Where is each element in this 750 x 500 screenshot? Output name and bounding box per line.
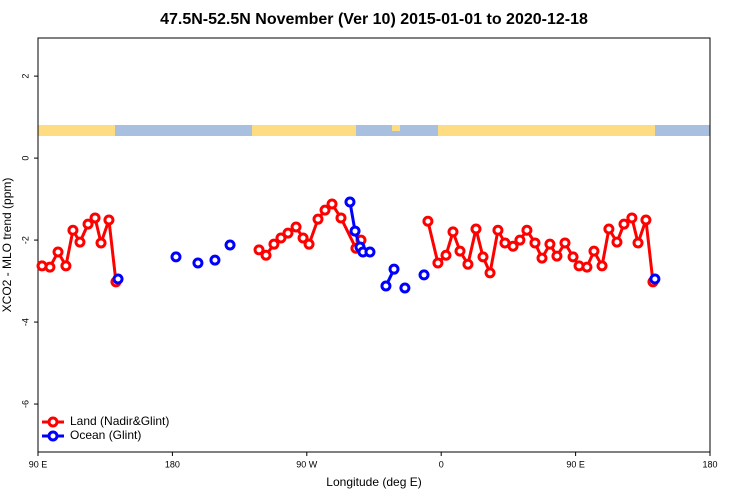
land-band bbox=[38, 125, 115, 136]
data-point bbox=[462, 258, 474, 270]
data-point bbox=[89, 212, 101, 224]
data-point bbox=[224, 239, 236, 251]
data-point bbox=[52, 246, 64, 258]
data-point bbox=[303, 238, 315, 250]
data-point bbox=[268, 238, 280, 250]
chart-title: 47.5N-52.5N November (Ver 10) 2015-01-01… bbox=[160, 11, 588, 28]
y-tick-label: 0 bbox=[20, 156, 30, 161]
data-point bbox=[253, 244, 265, 256]
x-tick-label: 180 bbox=[702, 459, 717, 469]
data-point bbox=[260, 249, 272, 261]
x-tick-label: 180 bbox=[165, 459, 180, 469]
data-point bbox=[447, 226, 459, 238]
legend-label: Ocean (Glint) bbox=[70, 428, 141, 442]
data-point bbox=[60, 260, 72, 272]
data-point bbox=[282, 227, 294, 239]
data-point bbox=[626, 212, 638, 224]
y-tick-label: -2 bbox=[20, 236, 30, 244]
data-point bbox=[74, 236, 86, 248]
data-point bbox=[364, 246, 376, 258]
data-point bbox=[603, 223, 615, 235]
data-point bbox=[544, 238, 556, 250]
data-point bbox=[536, 252, 548, 264]
data-point bbox=[581, 261, 593, 273]
data-point bbox=[319, 204, 331, 216]
plot-frame bbox=[37, 37, 711, 453]
legend-label: Land (Nadir&Glint) bbox=[70, 414, 169, 428]
data-point bbox=[529, 237, 541, 249]
legend-marker bbox=[47, 416, 59, 428]
ocean-band bbox=[115, 125, 252, 136]
data-point bbox=[484, 267, 496, 279]
y-axis-label: XCO2 - MLO trend (ppm) bbox=[0, 178, 14, 313]
data-point bbox=[492, 224, 504, 236]
data-point bbox=[67, 224, 79, 236]
data-point bbox=[170, 251, 182, 263]
data-point bbox=[103, 214, 115, 226]
data-point bbox=[588, 245, 600, 257]
data-point bbox=[209, 254, 221, 266]
data-point bbox=[388, 263, 400, 275]
x-tick-label: 90 E bbox=[29, 459, 48, 469]
data-point bbox=[611, 236, 623, 248]
data-point bbox=[82, 218, 94, 230]
data-point bbox=[507, 240, 519, 252]
x-axis-label: Longitude (deg E) bbox=[326, 475, 421, 489]
data-point bbox=[312, 213, 324, 225]
land-ocean-strip bbox=[38, 125, 710, 136]
y-tick-label: -4 bbox=[20, 318, 30, 326]
y-tick-label: -6 bbox=[20, 400, 30, 408]
x-tick-label: 90 E bbox=[566, 459, 585, 469]
data-point bbox=[640, 214, 652, 226]
data-point bbox=[380, 280, 392, 292]
data-point bbox=[290, 221, 302, 233]
data-point bbox=[559, 237, 571, 249]
data-point bbox=[567, 251, 579, 263]
data-point bbox=[521, 224, 533, 236]
data-point bbox=[470, 223, 482, 235]
land-band bbox=[252, 125, 356, 136]
data-point bbox=[112, 273, 124, 285]
x-tick-label: 90 W bbox=[296, 459, 318, 469]
x-tick-label: 0 bbox=[439, 459, 444, 469]
data-point bbox=[399, 282, 411, 294]
data-point bbox=[618, 218, 630, 230]
data-point bbox=[44, 261, 56, 273]
data-point bbox=[477, 251, 489, 263]
data-point bbox=[335, 212, 347, 224]
data-point bbox=[432, 257, 444, 269]
land-band bbox=[392, 125, 400, 131]
ocean-band bbox=[655, 125, 710, 136]
data-point bbox=[344, 196, 356, 208]
data-point bbox=[454, 245, 466, 257]
data-point bbox=[418, 269, 430, 281]
data-point bbox=[596, 260, 608, 272]
data-point bbox=[649, 273, 661, 285]
data-point bbox=[326, 198, 338, 210]
data-point bbox=[297, 232, 309, 244]
land-band bbox=[438, 125, 655, 136]
y-tick-label: 2 bbox=[20, 74, 30, 79]
data-point bbox=[514, 234, 526, 246]
data-point bbox=[349, 225, 361, 237]
data-point bbox=[422, 215, 434, 227]
data-point bbox=[275, 232, 287, 244]
data-point bbox=[440, 249, 452, 261]
data-point bbox=[551, 250, 563, 262]
data-point bbox=[632, 237, 644, 249]
legend-marker bbox=[47, 430, 59, 442]
data-point bbox=[95, 237, 107, 249]
data-point bbox=[192, 257, 204, 269]
